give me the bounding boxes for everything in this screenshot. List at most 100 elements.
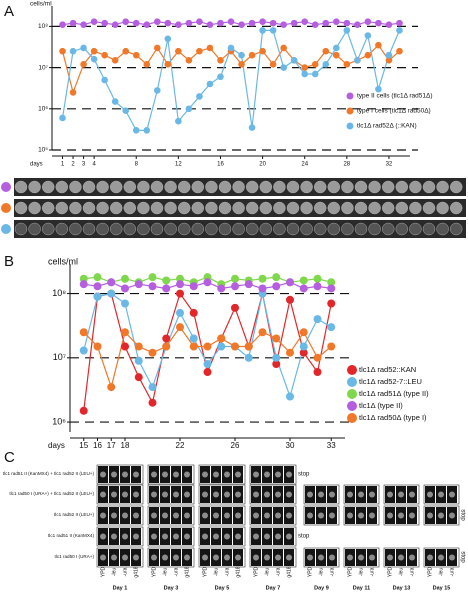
data-point bbox=[217, 19, 224, 27]
day-label: Day 7 bbox=[266, 585, 281, 591]
data-point bbox=[107, 278, 116, 287]
plate-group bbox=[249, 484, 297, 505]
colony bbox=[235, 554, 241, 561]
data-point bbox=[269, 19, 277, 27]
plate-spot bbox=[422, 180, 436, 194]
data-point bbox=[59, 114, 66, 122]
data-point bbox=[385, 21, 393, 28]
data-point bbox=[258, 274, 267, 283]
colony bbox=[111, 533, 117, 540]
data-point bbox=[162, 284, 171, 293]
plate-spot bbox=[368, 222, 381, 236]
y-tick-label: 10⁷ bbox=[53, 352, 66, 362]
colony bbox=[286, 512, 292, 519]
data-point bbox=[244, 280, 253, 289]
colony bbox=[409, 554, 415, 561]
media-label: YPD bbox=[100, 566, 106, 577]
plate-spot bbox=[123, 222, 137, 236]
colony bbox=[173, 554, 179, 561]
data-point bbox=[189, 342, 198, 351]
colony bbox=[100, 491, 106, 498]
data-point bbox=[93, 273, 102, 282]
plate-spot bbox=[42, 180, 55, 194]
data-point bbox=[69, 47, 77, 55]
data-point bbox=[121, 328, 129, 337]
plate-spot bbox=[218, 222, 232, 236]
data-point bbox=[189, 308, 198, 317]
plate-spot bbox=[409, 201, 422, 215]
data-point bbox=[175, 117, 182, 125]
plate-spot bbox=[341, 180, 354, 194]
legend-label: type I cells (tlc1Δ rad50Δ) bbox=[357, 108, 431, 115]
plate-spot bbox=[286, 222, 300, 236]
plate-group bbox=[147, 505, 195, 526]
plate-group bbox=[198, 505, 246, 526]
colony bbox=[202, 512, 208, 519]
data-point bbox=[354, 57, 361, 64]
colony bbox=[286, 533, 292, 540]
data-point bbox=[80, 21, 87, 28]
colony bbox=[264, 491, 270, 498]
plate-spot bbox=[69, 201, 82, 215]
colony bbox=[213, 533, 219, 540]
plate-spot bbox=[273, 222, 286, 236]
plate-spot bbox=[273, 201, 286, 215]
plate-spot bbox=[395, 201, 408, 215]
data-point bbox=[93, 282, 102, 291]
data-point bbox=[134, 280, 143, 289]
plate-group bbox=[96, 464, 144, 485]
data-point bbox=[327, 323, 336, 332]
plate-spot bbox=[137, 201, 150, 215]
plate-spot bbox=[137, 180, 150, 194]
plate-spot bbox=[436, 222, 449, 236]
data-point bbox=[231, 282, 239, 291]
data-point bbox=[79, 346, 88, 355]
media-label: g418 bbox=[184, 566, 190, 577]
plate-spot bbox=[164, 180, 177, 194]
plate-group bbox=[249, 464, 297, 485]
plate-spot bbox=[327, 201, 340, 215]
colony bbox=[369, 512, 375, 519]
plate-spot bbox=[69, 180, 82, 194]
colony bbox=[133, 554, 139, 561]
plate-spot bbox=[96, 222, 109, 236]
plate-spot bbox=[382, 222, 395, 236]
data-point bbox=[143, 21, 151, 28]
colony bbox=[449, 491, 455, 498]
plate-spot bbox=[69, 222, 82, 236]
colony bbox=[253, 512, 259, 519]
plate-spot bbox=[259, 222, 272, 236]
data-point bbox=[185, 57, 193, 64]
data-point bbox=[164, 35, 172, 43]
colony bbox=[275, 491, 281, 498]
colony bbox=[162, 533, 168, 540]
series-line bbox=[83, 292, 332, 411]
plate-spot bbox=[205, 222, 218, 236]
colony bbox=[307, 491, 313, 498]
plate-spot bbox=[341, 201, 354, 215]
data-point bbox=[206, 80, 214, 88]
plate-spot bbox=[286, 201, 300, 215]
data-point bbox=[132, 19, 140, 27]
media-label: -leu bbox=[111, 568, 117, 577]
legend-swatch bbox=[347, 377, 357, 387]
plate-spot bbox=[42, 222, 55, 236]
data-point bbox=[299, 342, 308, 351]
data-point bbox=[313, 315, 322, 324]
colony bbox=[122, 554, 128, 561]
data-point bbox=[143, 61, 151, 68]
plate-spot bbox=[382, 180, 395, 194]
colony bbox=[151, 512, 157, 519]
day-label: Day 9 bbox=[314, 585, 329, 591]
colony bbox=[235, 533, 241, 540]
data-point bbox=[313, 274, 322, 283]
day-label: Day 5 bbox=[215, 585, 230, 591]
data-point bbox=[322, 47, 330, 55]
plate-spot bbox=[96, 180, 109, 194]
colony bbox=[409, 491, 415, 498]
stop-label: stop bbox=[459, 509, 465, 521]
legend-label: tlc1Δ rad52-7::LEU bbox=[359, 377, 422, 386]
data-point bbox=[290, 57, 298, 64]
x-tick-label: 2 bbox=[71, 162, 75, 168]
